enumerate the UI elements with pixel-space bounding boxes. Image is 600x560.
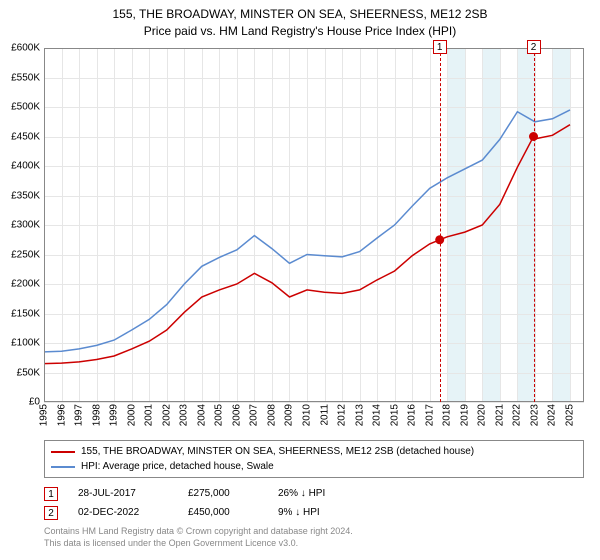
title-line-1: 155, THE BROADWAY, MINSTER ON SEA, SHEER…: [0, 6, 600, 23]
x-tick-label: 2004: [196, 404, 207, 426]
x-tick-label: 2007: [249, 404, 260, 426]
x-tick-label: 2010: [301, 404, 312, 426]
sale-date: 02-DEC-2022: [78, 503, 168, 522]
sale-price: £275,000: [188, 484, 258, 503]
series-price_paid: [44, 125, 570, 364]
footer-line-2: This data is licensed under the Open Gov…: [44, 538, 584, 550]
sales-table: 1 28-JUL-2017 £275,000 26% ↓ HPI 2 02-DEC-202…: [44, 484, 584, 522]
x-tick-label: 2003: [179, 404, 190, 426]
x-tick-label: 2001: [144, 404, 155, 426]
x-tick-label: 2006: [231, 404, 242, 426]
x-tick-label: 2002: [161, 404, 172, 426]
x-tick-label: 1999: [109, 404, 120, 426]
sale-marker-num: 2: [527, 40, 541, 54]
x-tick-label: 1997: [74, 404, 85, 426]
x-tick-label: 2018: [442, 404, 453, 426]
legend-label: 155, THE BROADWAY, MINSTER ON SEA, SHEER…: [81, 444, 474, 459]
sale-price: £450,000: [188, 503, 258, 522]
y-tick-label: £450K: [11, 131, 40, 142]
footer-text: Contains HM Land Registry data © Crown c…: [44, 526, 584, 549]
x-tick-label: 2008: [266, 404, 277, 426]
legend-box: 155, THE BROADWAY, MINSTER ON SEA, SHEER…: [44, 440, 584, 478]
y-tick-label: £600K: [11, 43, 40, 54]
legend-swatch: [51, 466, 75, 468]
sale-vline: [440, 48, 441, 402]
x-tick-label: 2024: [547, 404, 558, 426]
footer-line-1: Contains HM Land Registry data © Crown c…: [44, 526, 584, 538]
y-tick-label: £500K: [11, 102, 40, 113]
sale-row: 2 02-DEC-2022 £450,000 9% ↓ HPI: [44, 503, 584, 522]
y-tick-label: £250K: [11, 249, 40, 260]
x-tick-label: 2011: [319, 404, 330, 426]
title-line-2: Price paid vs. HM Land Registry's House …: [0, 23, 600, 40]
legend-swatch: [51, 451, 75, 453]
sale-pct: 9% ↓ HPI: [278, 503, 368, 522]
x-tick-label: 2014: [372, 404, 383, 426]
y-tick-label: £350K: [11, 190, 40, 201]
sale-num-box: 2: [44, 506, 58, 520]
x-tick-label: 2012: [337, 404, 348, 426]
sale-vline: [534, 48, 535, 402]
gridline-h: [44, 402, 584, 403]
sale-num-box: 1: [44, 487, 58, 501]
sale-row: 1 28-JUL-2017 £275,000 26% ↓ HPI: [44, 484, 584, 503]
x-tick-label: 2020: [477, 404, 488, 426]
chart-title-area: 155, THE BROADWAY, MINSTER ON SEA, SHEER…: [0, 0, 600, 40]
x-tick-label: 2005: [214, 404, 225, 426]
x-tick-label: 1998: [91, 404, 102, 426]
y-tick-label: £300K: [11, 220, 40, 231]
y-tick-label: £400K: [11, 161, 40, 172]
x-tick-label: 2022: [512, 404, 523, 426]
x-tick-label: 2009: [284, 404, 295, 426]
x-tick-label: 2023: [529, 404, 540, 426]
sale-date: 28-JUL-2017: [78, 484, 168, 503]
sale-marker-num: 1: [433, 40, 447, 54]
chart-svg: [44, 48, 584, 402]
legend-row: 155, THE BROADWAY, MINSTER ON SEA, SHEER…: [51, 444, 577, 459]
x-tick-label: 2000: [126, 404, 137, 426]
series-hpi: [44, 110, 570, 352]
y-tick-label: £200K: [11, 279, 40, 290]
x-tick-label: 2015: [389, 404, 400, 426]
legend-row: HPI: Average price, detached house, Swal…: [51, 459, 577, 474]
y-tick-label: £550K: [11, 72, 40, 83]
x-tick-label: 2019: [459, 404, 470, 426]
y-tick-label: £50K: [17, 367, 40, 378]
chart-plot-area: £0£50K£100K£150K£200K£250K£300K£350K£400…: [44, 48, 584, 402]
below-chart-area: 155, THE BROADWAY, MINSTER ON SEA, SHEER…: [44, 440, 584, 549]
x-tick-label: 2025: [564, 404, 575, 426]
y-tick-label: £150K: [11, 308, 40, 319]
x-tick-label: 2013: [354, 404, 365, 426]
x-tick-label: 2016: [407, 404, 418, 426]
x-tick-label: 1995: [39, 404, 50, 426]
y-tick-label: £100K: [11, 338, 40, 349]
x-tick-label: 2017: [424, 404, 435, 426]
legend-label: HPI: Average price, detached house, Swal…: [81, 459, 274, 474]
x-tick-label: 1996: [56, 404, 67, 426]
x-tick-label: 2021: [494, 404, 505, 426]
sale-pct: 26% ↓ HPI: [278, 484, 368, 503]
